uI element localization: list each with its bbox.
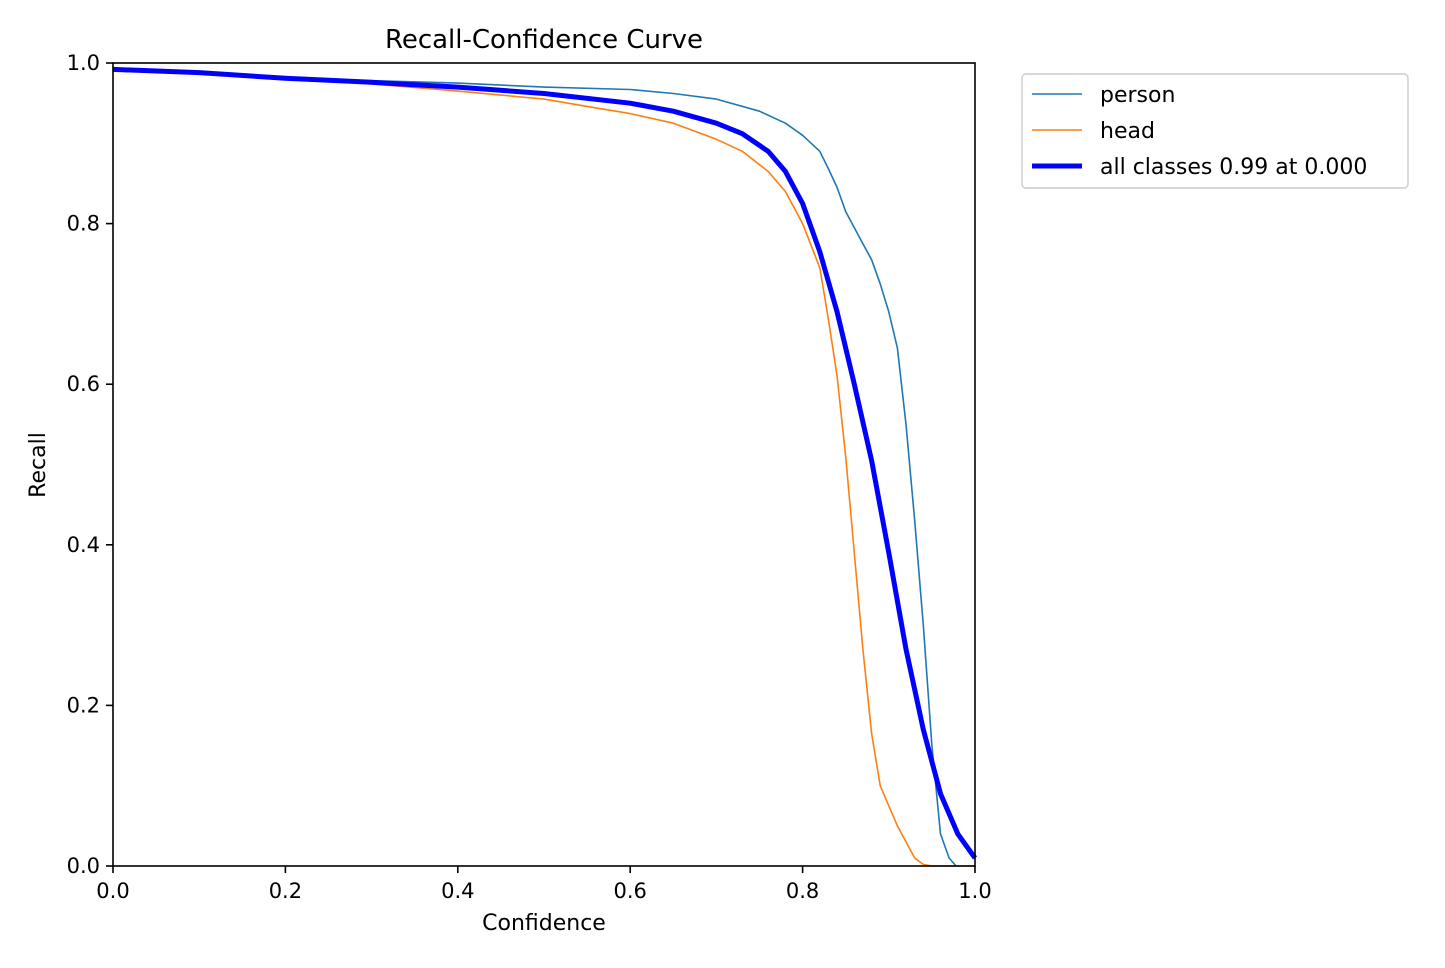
x-tick-label: 0.0 bbox=[96, 879, 129, 903]
y-tick-label: 0.2 bbox=[67, 693, 100, 717]
x-tick-label: 0.8 bbox=[786, 879, 819, 903]
x-tick-label: 0.6 bbox=[613, 879, 646, 903]
chart-title: Recall-Confidence Curve bbox=[385, 25, 703, 55]
y-tick-label: 1.0 bbox=[67, 51, 100, 75]
legend-label-1: head bbox=[1100, 119, 1155, 144]
plot-area-frame bbox=[112, 62, 976, 867]
x-axis-label: Confidence bbox=[482, 911, 606, 936]
y-axis-label: Recall bbox=[26, 432, 51, 498]
axis-ticks: 0.0 0.2 0.4 0.6 0.8 1.0 0.0 0.2 0.4 0.6 0.8 1.0 bbox=[67, 51, 992, 903]
legend-label-2: all classes 0.99 at 0.000 bbox=[1100, 155, 1367, 180]
x-tick-label: 0.4 bbox=[441, 879, 474, 903]
series-line-1 bbox=[112, 68, 975, 867]
y-tick-label: 0.8 bbox=[67, 212, 100, 236]
legend: person head all classes 0.99 at 0.000 bbox=[1021, 73, 1409, 189]
x-tick-label: 0.2 bbox=[269, 879, 302, 903]
y-tick-label: 0.0 bbox=[67, 854, 100, 878]
series-lines bbox=[112, 66, 978, 867]
series-line-2 bbox=[112, 66, 978, 860]
legend-label-0: person bbox=[1100, 83, 1175, 108]
legend-box bbox=[1021, 73, 1409, 189]
y-tick-label: 0.4 bbox=[67, 533, 100, 557]
x-tick-label: 1.0 bbox=[958, 879, 991, 903]
y-tick-label: 0.6 bbox=[67, 372, 100, 396]
series-line-0 bbox=[112, 68, 957, 867]
